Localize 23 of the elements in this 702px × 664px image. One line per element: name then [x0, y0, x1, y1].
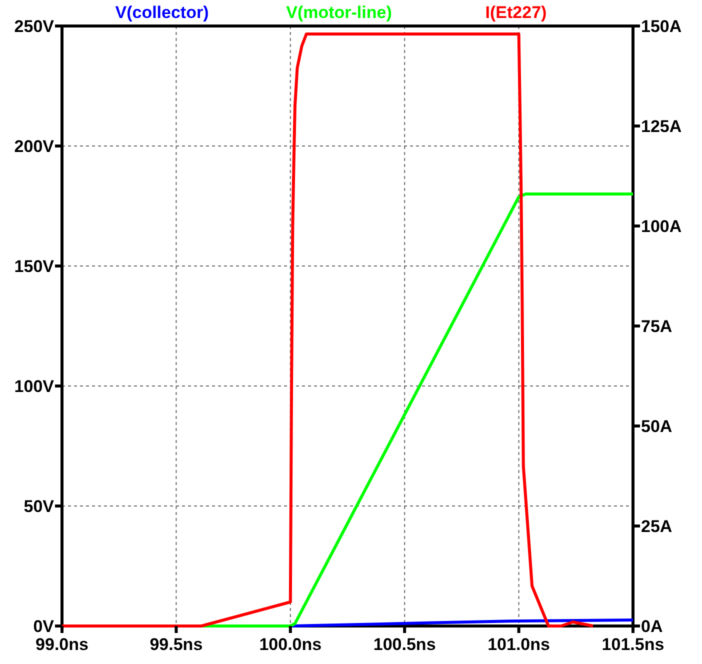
- series-label: I(Et227): [485, 3, 547, 22]
- x-tick-label: 101.5ns: [602, 635, 664, 654]
- y-tick-label: 0V: [33, 616, 55, 636]
- y2-tick-label: 150A: [641, 16, 682, 36]
- y2-tick-label: 25A: [641, 516, 672, 536]
- text: V(collector): [115, 3, 209, 22]
- y2-tick-label: 0A: [641, 616, 663, 636]
- y-tick-label: 150V: [14, 256, 55, 276]
- y-tick-label: 250V: [14, 16, 55, 36]
- x-tick-label: 100.0ns: [259, 635, 322, 654]
- x-tick-label: 99.0ns: [36, 635, 88, 654]
- text: V(motor-line): [286, 3, 392, 22]
- line-series: [62, 32, 595, 628]
- x-tick-label: 100.5ns: [373, 635, 436, 654]
- y-tick-label: 100V: [14, 376, 55, 396]
- y2-tick-label: 125A: [641, 116, 682, 136]
- x-tick-label: 99.5ns: [150, 635, 203, 654]
- y-tick-label: 50V: [24, 496, 55, 516]
- y-tick-label: 200V: [14, 136, 55, 156]
- y2-tick-label: 50A: [641, 416, 672, 436]
- y2-tick-label: 100A: [641, 216, 682, 236]
- x-tick-label: 101.0ns: [488, 635, 550, 654]
- y2-tick-label: 75A: [641, 316, 672, 336]
